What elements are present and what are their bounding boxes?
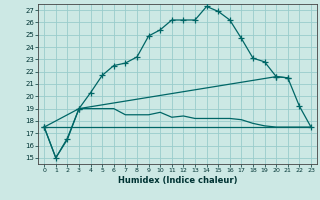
- X-axis label: Humidex (Indice chaleur): Humidex (Indice chaleur): [118, 176, 237, 185]
